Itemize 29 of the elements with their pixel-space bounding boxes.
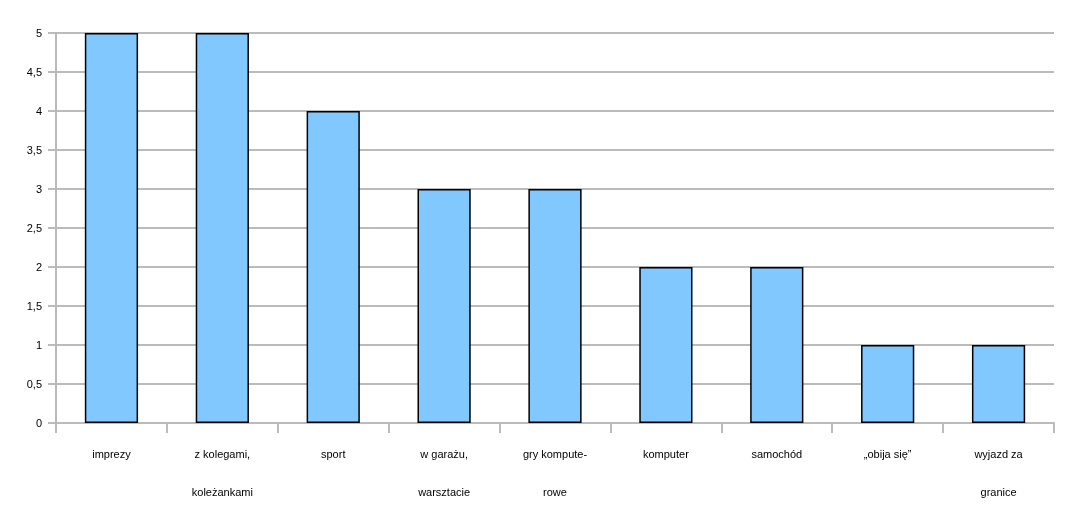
bar — [639, 267, 693, 423]
y-tick-label: 3,5 — [26, 144, 42, 156]
y-tick-label: 4,5 — [26, 66, 42, 78]
x-tick-label: „obija się” — [863, 448, 912, 460]
bar — [528, 189, 582, 423]
x-tick-label: imprezy — [92, 448, 132, 460]
bar — [971, 345, 1026, 423]
y-tick-label: 2,5 — [26, 222, 42, 234]
bar — [417, 189, 471, 423]
category-label: wyjazd za granice — [974, 448, 1023, 498]
bar — [84, 33, 139, 423]
category-label: gry kompute- rowe — [522, 448, 588, 498]
y-tick-label: 1 — [35, 339, 42, 351]
y-tick-label: 0,5 — [26, 378, 42, 390]
category-label: z kolegami, koleżankami — [191, 448, 253, 498]
y-tick-label: 4 — [35, 105, 42, 117]
x-tick-label: komputer — [642, 448, 690, 460]
x-tick-label: samochód — [751, 448, 803, 460]
y-tick-label: 5 — [35, 27, 42, 39]
category-label: w garażu, warsztacie — [418, 448, 471, 498]
y-tick-label: 3 — [35, 183, 42, 195]
bar — [750, 267, 804, 423]
x-tick-label: sport — [320, 448, 346, 460]
y-tick-label: 1,5 — [26, 300, 42, 312]
bar — [195, 33, 249, 423]
y-tick-label: 0 — [35, 417, 42, 429]
bar — [306, 111, 360, 423]
bar — [861, 345, 915, 423]
y-tick-label: 2 — [35, 261, 42, 273]
